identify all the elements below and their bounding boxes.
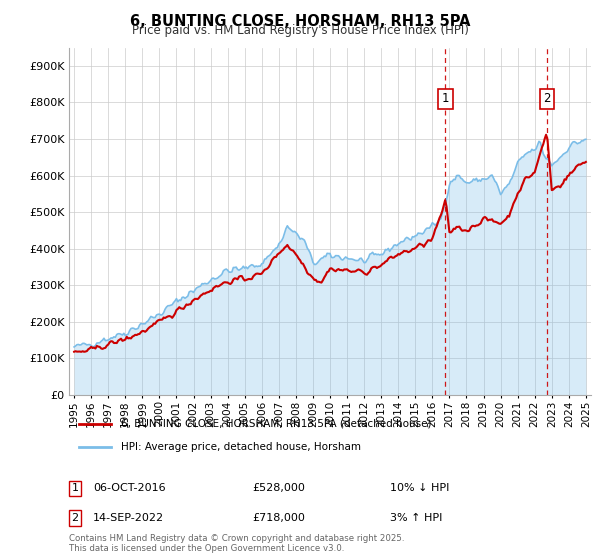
Text: £528,000: £528,000 — [252, 483, 305, 493]
Text: 3% ↑ HPI: 3% ↑ HPI — [390, 513, 442, 523]
Text: 6, BUNTING CLOSE, HORSHAM, RH13 5PA: 6, BUNTING CLOSE, HORSHAM, RH13 5PA — [130, 14, 470, 29]
Text: 2: 2 — [71, 513, 79, 523]
Text: 2: 2 — [543, 92, 551, 105]
Text: 1: 1 — [442, 92, 449, 105]
Text: 14-SEP-2022: 14-SEP-2022 — [93, 513, 164, 523]
Text: £718,000: £718,000 — [252, 513, 305, 523]
Text: Contains HM Land Registry data © Crown copyright and database right 2025.
This d: Contains HM Land Registry data © Crown c… — [69, 534, 404, 553]
Text: HPI: Average price, detached house, Horsham: HPI: Average price, detached house, Hors… — [121, 442, 361, 452]
Text: Price paid vs. HM Land Registry's House Price Index (HPI): Price paid vs. HM Land Registry's House … — [131, 24, 469, 37]
Text: 6, BUNTING CLOSE, HORSHAM, RH13 5PA (detached house): 6, BUNTING CLOSE, HORSHAM, RH13 5PA (det… — [121, 419, 432, 429]
Text: 10% ↓ HPI: 10% ↓ HPI — [390, 483, 449, 493]
Text: 1: 1 — [71, 483, 79, 493]
Text: 06-OCT-2016: 06-OCT-2016 — [93, 483, 166, 493]
